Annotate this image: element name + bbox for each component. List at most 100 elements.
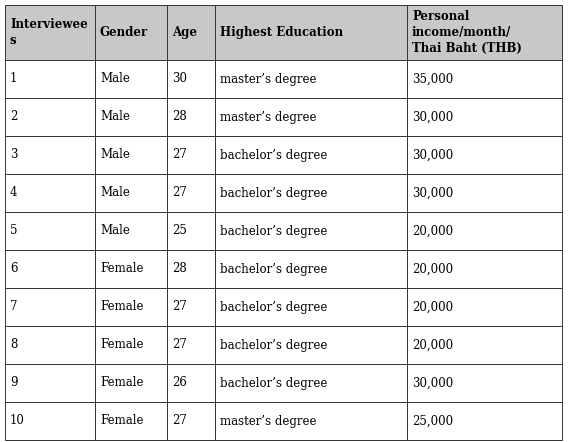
Bar <box>407 5 562 60</box>
Text: master’s degree: master’s degree <box>220 415 316 427</box>
Bar <box>407 174 562 212</box>
Bar <box>407 364 562 402</box>
Bar <box>5 326 95 364</box>
Text: bachelor’s degree: bachelor’s degree <box>220 225 328 237</box>
Bar <box>215 364 407 402</box>
Text: 3: 3 <box>10 149 18 161</box>
Text: bachelor’s degree: bachelor’s degree <box>220 301 328 313</box>
Text: bachelor’s degree: bachelor’s degree <box>220 263 328 275</box>
Bar <box>407 212 562 250</box>
Bar <box>95 288 167 326</box>
Bar <box>215 402 407 440</box>
Text: Male: Male <box>100 225 130 237</box>
Text: 30,000: 30,000 <box>412 149 453 161</box>
Text: 20,000: 20,000 <box>412 339 453 351</box>
Text: 25,000: 25,000 <box>412 415 453 427</box>
Bar <box>5 60 95 98</box>
Text: bachelor’s degree: bachelor’s degree <box>220 149 328 161</box>
Bar <box>167 5 215 60</box>
Text: 5: 5 <box>10 225 18 237</box>
Bar <box>5 98 95 136</box>
Text: Female: Female <box>100 301 143 313</box>
Text: Male: Male <box>100 149 130 161</box>
Bar <box>5 402 95 440</box>
Bar <box>5 364 95 402</box>
Text: Female: Female <box>100 263 143 275</box>
Bar <box>215 174 407 212</box>
Bar <box>95 364 167 402</box>
Bar <box>95 212 167 250</box>
Bar <box>167 212 215 250</box>
Bar <box>167 136 215 174</box>
Text: 27: 27 <box>172 339 187 351</box>
Bar <box>167 402 215 440</box>
Text: Age: Age <box>172 26 197 39</box>
Text: 27: 27 <box>172 301 187 313</box>
Text: Female: Female <box>100 377 143 389</box>
Bar <box>215 98 407 136</box>
Bar <box>215 136 407 174</box>
Bar <box>95 250 167 288</box>
Bar <box>407 98 562 136</box>
Bar <box>215 60 407 98</box>
Text: 8: 8 <box>10 339 18 351</box>
Text: 30: 30 <box>172 72 187 85</box>
Bar <box>407 250 562 288</box>
Text: 27: 27 <box>172 187 187 199</box>
Text: 26: 26 <box>172 377 187 389</box>
Text: 20,000: 20,000 <box>412 301 453 313</box>
Text: 30,000: 30,000 <box>412 110 453 123</box>
Bar <box>95 326 167 364</box>
Bar <box>407 288 562 326</box>
Text: 28: 28 <box>172 263 187 275</box>
Text: 6: 6 <box>10 263 18 275</box>
Bar <box>215 326 407 364</box>
Bar <box>95 174 167 212</box>
Bar <box>167 60 215 98</box>
Bar <box>5 174 95 212</box>
Text: 25: 25 <box>172 225 187 237</box>
Text: Female: Female <box>100 339 143 351</box>
Bar <box>95 60 167 98</box>
Bar <box>167 288 215 326</box>
Text: 10: 10 <box>10 415 25 427</box>
Bar <box>215 250 407 288</box>
Text: 27: 27 <box>172 149 187 161</box>
Bar <box>5 5 95 60</box>
Bar <box>407 402 562 440</box>
Bar <box>5 136 95 174</box>
Bar <box>407 60 562 98</box>
Text: Male: Male <box>100 110 130 123</box>
Text: 30,000: 30,000 <box>412 377 453 389</box>
Bar <box>95 136 167 174</box>
Bar <box>5 288 95 326</box>
Bar <box>5 212 95 250</box>
Text: Male: Male <box>100 72 130 85</box>
Text: 27: 27 <box>172 415 187 427</box>
Bar <box>167 364 215 402</box>
Bar <box>95 5 167 60</box>
Bar <box>167 174 215 212</box>
Text: Female: Female <box>100 415 143 427</box>
Text: bachelor’s degree: bachelor’s degree <box>220 187 328 199</box>
Text: Gender: Gender <box>100 26 148 39</box>
Text: Highest Education: Highest Education <box>220 26 343 39</box>
Text: 4: 4 <box>10 187 18 199</box>
Bar <box>5 250 95 288</box>
Text: 9: 9 <box>10 377 18 389</box>
Bar <box>215 5 407 60</box>
Bar <box>95 402 167 440</box>
Text: bachelor’s degree: bachelor’s degree <box>220 339 328 351</box>
Text: Personal
income/month/
Thai Baht (THB): Personal income/month/ Thai Baht (THB) <box>412 10 522 55</box>
Text: 7: 7 <box>10 301 18 313</box>
Text: 2: 2 <box>10 110 18 123</box>
Text: 1: 1 <box>10 72 18 85</box>
Bar <box>215 212 407 250</box>
Text: master’s degree: master’s degree <box>220 110 316 123</box>
Text: 28: 28 <box>172 110 187 123</box>
Text: Interviewee
s: Interviewee s <box>10 18 88 47</box>
Text: master’s degree: master’s degree <box>220 72 316 85</box>
Text: Male: Male <box>100 187 130 199</box>
Bar <box>167 250 215 288</box>
Bar <box>167 326 215 364</box>
